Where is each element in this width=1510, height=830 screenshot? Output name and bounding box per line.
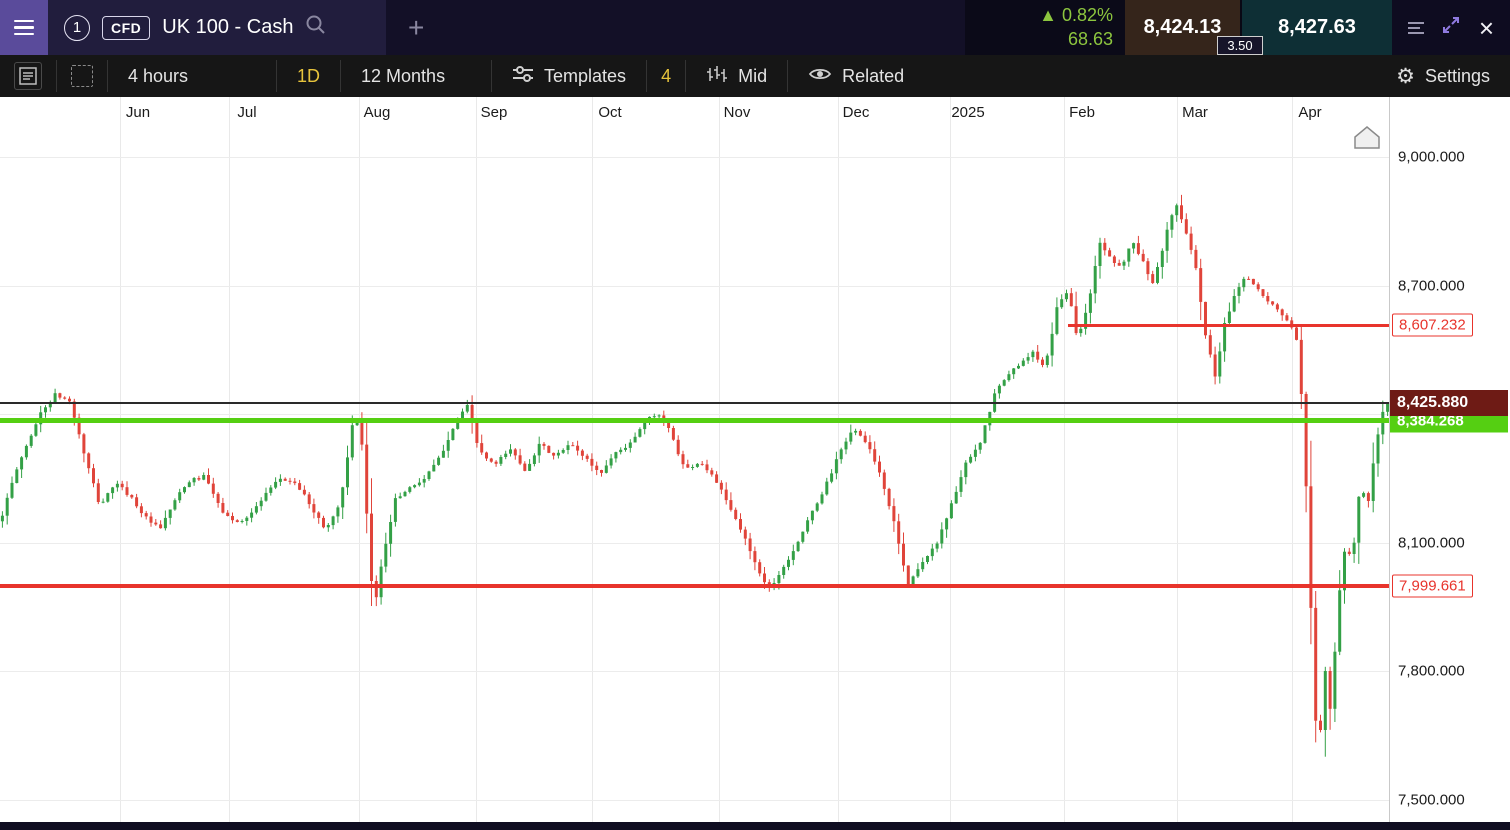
y-axis-tick-label: 7,500.000 bbox=[1398, 791, 1465, 809]
related-button[interactable]: Related bbox=[788, 55, 924, 97]
related-label: Related bbox=[842, 65, 905, 86]
templates-label: Templates bbox=[544, 65, 627, 86]
ohlc-bars-icon bbox=[706, 64, 728, 89]
search-icon[interactable] bbox=[305, 14, 327, 41]
current-price-line bbox=[0, 402, 1389, 405]
resistance-level-line[interactable] bbox=[1068, 323, 1389, 327]
templates-button[interactable]: Templates bbox=[492, 55, 646, 97]
scroll-to-latest-marker[interactable] bbox=[1354, 126, 1381, 155]
month-gridline bbox=[1292, 97, 1293, 822]
sell-button[interactable]: 8,424.13 bbox=[1125, 0, 1242, 55]
x-axis-month-label: Feb bbox=[1069, 104, 1095, 121]
eye-icon bbox=[808, 65, 832, 88]
y-axis-tick-label: 8,100.000 bbox=[1398, 534, 1465, 552]
month-gridline bbox=[229, 97, 230, 822]
change-points: 68.63 bbox=[1067, 28, 1113, 49]
x-axis-month-label: Aug bbox=[363, 104, 391, 121]
spread-value: 3.50 bbox=[1217, 36, 1263, 55]
layout-grid-button[interactable] bbox=[57, 55, 107, 97]
x-axis-month-label: Jun bbox=[125, 104, 151, 121]
price-gridline bbox=[0, 800, 1389, 801]
add-tab-button[interactable]: + bbox=[408, 11, 425, 43]
green-level-line[interactable] bbox=[0, 418, 1389, 424]
document-list-icon bbox=[14, 62, 42, 90]
y-axis-tick-label: 9,000.000 bbox=[1398, 148, 1465, 166]
month-gridline bbox=[838, 97, 839, 822]
close-icon[interactable]: × bbox=[1478, 12, 1494, 43]
dashed-grid-icon bbox=[71, 65, 93, 87]
current-price-label: 8,425.880 bbox=[1390, 390, 1508, 417]
chart-type-label: Mid bbox=[738, 65, 768, 86]
gear-icon: ⚙ bbox=[1396, 64, 1415, 88]
price-gridline bbox=[0, 157, 1389, 158]
x-axis-month-label: Mar bbox=[1182, 104, 1208, 121]
change-panel: ▲ 0.82% 68.63 bbox=[965, 0, 1125, 55]
chart-list-button[interactable] bbox=[0, 55, 56, 97]
x-axis-month-label: Nov bbox=[723, 104, 751, 121]
resistance-level-label[interactable]: 8,607.232 bbox=[1392, 313, 1473, 337]
support-level-label[interactable]: 7,999.661 bbox=[1392, 574, 1473, 598]
expand-icon[interactable] bbox=[1441, 15, 1461, 40]
legend-list-icon[interactable] bbox=[1408, 19, 1424, 37]
price-gridline bbox=[0, 671, 1389, 673]
x-axis-month-label: Jul bbox=[237, 104, 257, 121]
tab-strip: + bbox=[386, 0, 965, 55]
month-gridline bbox=[120, 97, 121, 822]
window-controls: × bbox=[1392, 0, 1510, 55]
support-level-line[interactable] bbox=[0, 583, 1389, 588]
x-axis-month-label: Dec bbox=[842, 104, 870, 121]
indicator-count-badge[interactable]: 4 bbox=[661, 65, 672, 86]
x-axis-month-label: Sep bbox=[480, 104, 508, 121]
range-label: 12 Months bbox=[361, 65, 446, 86]
interval-label: 4 hours bbox=[128, 65, 189, 86]
price-gridline bbox=[0, 285, 1389, 287]
chart-type-button[interactable]: Mid bbox=[686, 55, 787, 97]
interval-selector[interactable]: 4 hours bbox=[108, 55, 276, 97]
change-percent: ▲ 0.82% bbox=[1039, 5, 1113, 26]
month-gridline bbox=[359, 97, 360, 822]
y-axis-tick-label: 7,800.000 bbox=[1398, 662, 1465, 680]
cfd-badge: CFD bbox=[102, 15, 151, 40]
x-axis-month-label: 2025 bbox=[951, 104, 985, 121]
candlestick-series bbox=[0, 194, 1389, 757]
tab-number-badge: 1 bbox=[64, 14, 90, 41]
month-gridline bbox=[719, 97, 720, 822]
chart-toolbar: 4 hours 1D 12 Months Templates 4 bbox=[0, 55, 1510, 97]
x-axis-month-label: Oct bbox=[598, 104, 622, 121]
month-gridline bbox=[1177, 97, 1178, 822]
period-1d-button[interactable]: 1D bbox=[297, 65, 321, 86]
month-gridline bbox=[1064, 97, 1065, 822]
main-menu-button[interactable] bbox=[0, 0, 48, 55]
bottom-strip bbox=[0, 822, 1510, 830]
range-selector[interactable]: 12 Months bbox=[341, 55, 491, 97]
price-gridline bbox=[0, 414, 1389, 416]
chart-container: Jun Jul Aug Sep Oct Nov Dec 2025 Feb Mar Apr 8,607… bbox=[0, 97, 1510, 822]
month-gridline bbox=[950, 97, 951, 822]
y-axis-tick-label: 8,700.000 bbox=[1398, 277, 1465, 295]
buy-button[interactable]: 8,427.63 bbox=[1242, 0, 1392, 55]
candlestick-plot[interactable]: Jun Jul Aug Sep Oct Nov Dec 2025 Feb Mar Apr bbox=[0, 97, 1390, 822]
x-axis-month-label: Apr bbox=[1298, 104, 1322, 121]
top-bar: 1 CFD UK 100 - Cash + ▲ 0.82% 68.63 8,42… bbox=[0, 0, 1510, 55]
instrument-tab[interactable]: 1 CFD UK 100 - Cash bbox=[48, 0, 386, 55]
instrument-name: UK 100 - Cash bbox=[162, 16, 294, 38]
sliders-icon bbox=[512, 64, 534, 89]
price-axis[interactable]: 8,607.232 7,999.661 8,384.268 8,425.880 9,00… bbox=[1390, 97, 1510, 822]
settings-button[interactable]: ⚙ Settings bbox=[1376, 55, 1510, 97]
settings-label: Settings bbox=[1424, 65, 1490, 86]
price-gridline bbox=[0, 542, 1389, 544]
month-gridline bbox=[476, 97, 477, 822]
